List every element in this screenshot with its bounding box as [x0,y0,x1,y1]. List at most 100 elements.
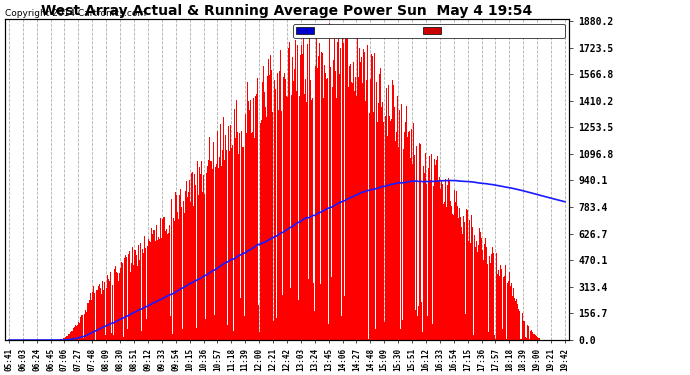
Bar [147,246,148,340]
Bar [349,66,350,340]
Bar [115,266,116,340]
Bar [531,330,532,340]
Bar [110,272,111,340]
Bar [175,205,176,340]
Bar [187,197,188,340]
Bar [273,321,274,340]
Bar [130,272,131,340]
Bar [217,127,218,340]
Bar [434,159,435,340]
Bar [72,331,73,340]
Bar [523,321,524,340]
Bar [325,73,326,340]
Bar [296,45,297,340]
Bar [102,281,103,340]
Bar [336,49,337,340]
Bar [183,201,184,340]
Bar [511,334,513,340]
Bar [398,147,399,340]
Bar [251,134,252,340]
Bar [108,279,109,340]
Bar [103,290,104,340]
Bar [176,195,177,340]
Bar [456,191,457,340]
Bar [372,318,373,340]
Bar [332,42,333,340]
Bar [477,324,478,340]
Bar [219,138,220,340]
Bar [71,331,72,340]
Bar [391,119,392,340]
Bar [283,100,284,340]
Bar [64,338,65,340]
Bar [148,239,149,340]
Bar [281,111,282,340]
Bar [333,60,334,340]
Bar [256,94,257,340]
Bar [257,113,259,340]
Bar [128,254,129,340]
Bar [466,209,467,340]
Bar [482,250,483,340]
Bar [172,334,173,340]
Bar [186,181,187,340]
Bar [206,173,207,340]
Bar [451,206,452,340]
Bar [190,333,191,340]
Bar [345,29,346,340]
Bar [424,173,425,340]
Bar [288,48,289,340]
Bar [248,101,249,340]
Bar [255,96,256,340]
Bar [409,131,410,340]
Bar [85,308,86,340]
Bar [198,195,199,340]
Bar [214,167,215,340]
Bar [499,337,500,340]
Bar [169,226,170,340]
Bar [491,254,492,340]
Bar [520,339,521,340]
Bar [260,123,261,340]
Bar [498,270,499,340]
Bar [282,295,283,340]
Bar [124,258,125,340]
Bar [468,241,469,340]
Bar [370,78,371,340]
Bar [155,242,156,340]
Bar [215,167,216,340]
Bar [403,149,404,340]
Bar [279,71,280,340]
Bar [510,275,511,340]
Bar [286,96,287,340]
Bar [82,315,83,340]
Bar [77,325,78,340]
Bar [232,146,233,340]
Bar [89,300,90,340]
Bar [80,320,81,340]
Bar [90,296,91,340]
Bar [256,94,257,340]
Bar [505,265,506,340]
Bar [69,334,70,340]
Bar [464,222,465,340]
Bar [249,110,250,340]
Bar [61,339,62,340]
Bar [223,117,224,340]
Bar [229,151,230,340]
Bar [237,132,238,340]
Bar [310,49,311,340]
Bar [460,217,461,340]
Bar [156,225,157,340]
Bar [152,234,153,340]
Bar [304,93,305,340]
Bar [425,314,426,340]
Bar [111,333,112,340]
Bar [530,331,531,340]
Bar [99,284,100,340]
Bar [359,68,360,340]
Bar [202,192,203,340]
Bar [222,150,223,340]
Bar [324,65,325,340]
Bar [496,253,497,340]
